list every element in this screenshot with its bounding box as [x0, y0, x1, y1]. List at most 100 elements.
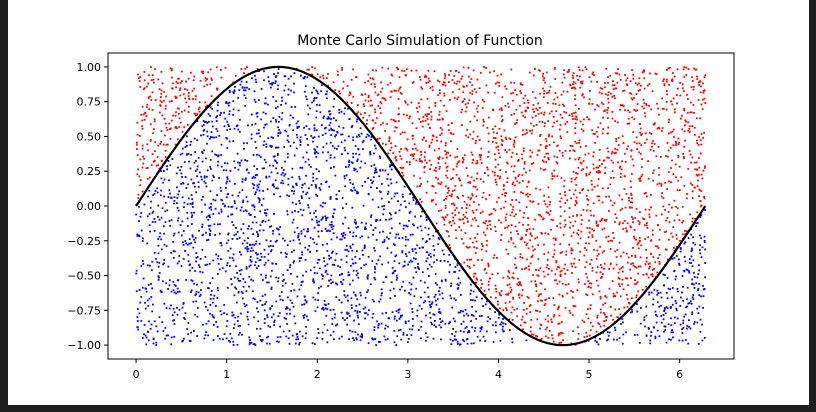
point-below-curve	[293, 249, 295, 252]
point-above-curve	[513, 263, 516, 266]
point-below-curve	[364, 228, 366, 230]
point-below-curve	[207, 320, 210, 323]
point-below-curve	[700, 256, 703, 259]
point-above-curve	[161, 160, 163, 163]
point-below-curve	[681, 275, 684, 277]
point-below-curve	[182, 181, 184, 184]
point-above-curve	[660, 213, 663, 216]
point-above-curve	[452, 202, 455, 205]
point-above-curve	[400, 148, 402, 150]
point-above-curve	[437, 162, 440, 164]
point-below-curve	[341, 335, 343, 338]
point-above-curve	[564, 202, 567, 204]
point-below-curve	[380, 322, 383, 325]
point-above-curve	[469, 182, 472, 184]
point-below-curve	[212, 315, 214, 318]
point-above-curve	[537, 244, 540, 247]
point-below-curve	[492, 341, 495, 343]
point-above-curve	[553, 169, 556, 172]
point-below-curve	[466, 342, 469, 345]
point-below-curve	[267, 259, 270, 262]
point-above-curve	[507, 253, 509, 255]
point-below-curve	[283, 89, 286, 92]
point-below-curve	[251, 177, 254, 179]
point-below-curve	[361, 333, 363, 336]
point-above-curve	[599, 271, 602, 274]
point-below-curve	[355, 222, 357, 225]
point-below-curve	[438, 238, 441, 241]
point-above-curve	[645, 257, 648, 259]
point-above-curve	[336, 70, 339, 73]
point-below-curve	[463, 330, 465, 333]
point-above-curve	[556, 145, 559, 147]
point-above-curve	[605, 218, 608, 221]
point-below-curve	[173, 323, 176, 325]
point-below-curve	[387, 317, 390, 320]
point-above-curve	[234, 74, 237, 77]
point-below-curve	[259, 135, 261, 138]
point-below-curve	[211, 301, 214, 304]
point-above-curve	[574, 178, 577, 181]
point-above-curve	[507, 292, 510, 295]
point-above-curve	[432, 134, 434, 137]
point-below-curve	[370, 224, 372, 227]
point-above-curve	[473, 115, 476, 118]
point-below-curve	[335, 324, 337, 327]
point-below-curve	[380, 288, 383, 291]
point-below-curve	[275, 146, 277, 149]
point-above-curve	[561, 151, 564, 154]
point-above-curve	[469, 267, 471, 269]
point-below-curve	[314, 209, 317, 212]
point-below-curve	[212, 259, 215, 262]
point-below-curve	[210, 202, 212, 205]
point-below-curve	[427, 233, 430, 236]
point-below-curve	[240, 268, 243, 271]
point-above-curve	[334, 89, 337, 91]
point-above-curve	[498, 177, 501, 180]
point-above-curve	[457, 161, 460, 163]
point-above-curve	[164, 122, 167, 125]
point-above-curve	[616, 72, 619, 75]
point-below-curve	[420, 320, 423, 323]
point-below-curve	[389, 178, 392, 181]
point-below-curve	[384, 169, 387, 172]
point-above-curve	[176, 107, 179, 110]
point-below-curve	[194, 313, 196, 316]
point-above-curve	[431, 185, 434, 187]
point-above-curve	[387, 67, 390, 70]
point-below-curve	[283, 146, 286, 148]
point-above-curve	[429, 127, 431, 129]
point-above-curve	[445, 153, 447, 156]
point-below-curve	[438, 311, 441, 313]
point-above-curve	[367, 73, 370, 76]
point-below-curve	[312, 296, 315, 299]
point-below-curve	[317, 235, 320, 238]
point-above-curve	[458, 177, 460, 180]
point-below-curve	[157, 215, 159, 218]
point-above-curve	[537, 275, 540, 277]
point-below-curve	[326, 97, 328, 100]
point-above-curve	[596, 249, 599, 252]
point-above-curve	[493, 254, 496, 257]
point-above-curve	[475, 91, 478, 94]
point-above-curve	[570, 249, 573, 252]
point-below-curve	[344, 185, 347, 188]
point-below-curve	[393, 330, 396, 332]
point-below-curve	[457, 284, 460, 286]
point-below-curve	[186, 135, 188, 138]
point-above-curve	[492, 208, 495, 210]
point-below-curve	[438, 286, 441, 289]
point-above-curve	[564, 219, 566, 222]
point-below-curve	[422, 301, 425, 304]
point-above-curve	[615, 72, 617, 75]
point-above-curve	[610, 92, 612, 95]
point-below-curve	[650, 331, 653, 333]
point-below-curve	[147, 339, 150, 342]
point-above-curve	[539, 299, 542, 302]
point-above-curve	[653, 123, 656, 126]
point-below-curve	[690, 233, 692, 236]
point-above-curve	[540, 324, 543, 327]
point-above-curve	[520, 191, 522, 194]
point-above-curve	[161, 82, 164, 85]
point-below-curve	[183, 201, 186, 204]
